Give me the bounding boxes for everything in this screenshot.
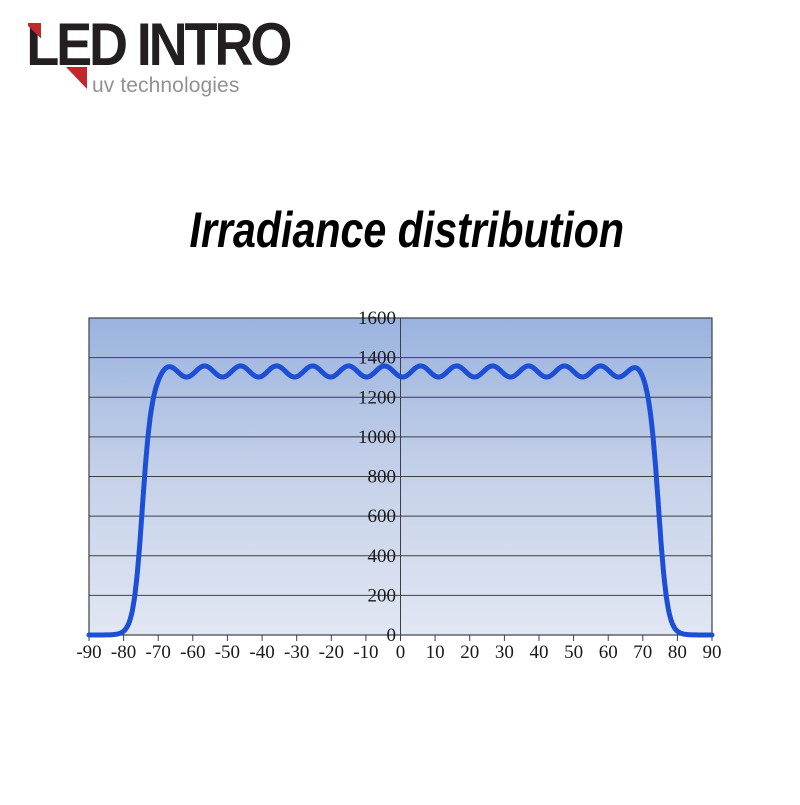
svg-text:0: 0 — [387, 625, 397, 646]
svg-text:-10: -10 — [353, 642, 378, 663]
svg-text:-80: -80 — [111, 642, 136, 663]
svg-text:600: 600 — [368, 506, 397, 527]
svg-text:1200: 1200 — [358, 387, 396, 408]
svg-text:400: 400 — [368, 546, 397, 567]
svg-text:70: 70 — [633, 642, 652, 663]
svg-text:-40: -40 — [249, 642, 274, 663]
svg-text:10: 10 — [426, 642, 445, 663]
svg-text:30: 30 — [495, 642, 514, 663]
svg-text:800: 800 — [368, 467, 397, 488]
svg-text:80: 80 — [668, 642, 687, 663]
svg-text:20: 20 — [460, 642, 479, 663]
svg-text:1000: 1000 — [358, 427, 396, 448]
svg-text:90: 90 — [703, 642, 722, 663]
svg-text:1600: 1600 — [358, 308, 396, 329]
svg-text:200: 200 — [368, 585, 397, 606]
svg-text:40: 40 — [530, 642, 549, 663]
svg-text:0: 0 — [396, 642, 406, 663]
svg-text:-50: -50 — [215, 642, 240, 663]
svg-text:-60: -60 — [180, 642, 205, 663]
svg-text:-30: -30 — [284, 642, 309, 663]
svg-text:50: 50 — [564, 642, 583, 663]
svg-text:-90: -90 — [76, 642, 101, 663]
svg-text:60: 60 — [599, 642, 618, 663]
svg-text:-70: -70 — [146, 642, 171, 663]
svg-text:-20: -20 — [319, 642, 344, 663]
